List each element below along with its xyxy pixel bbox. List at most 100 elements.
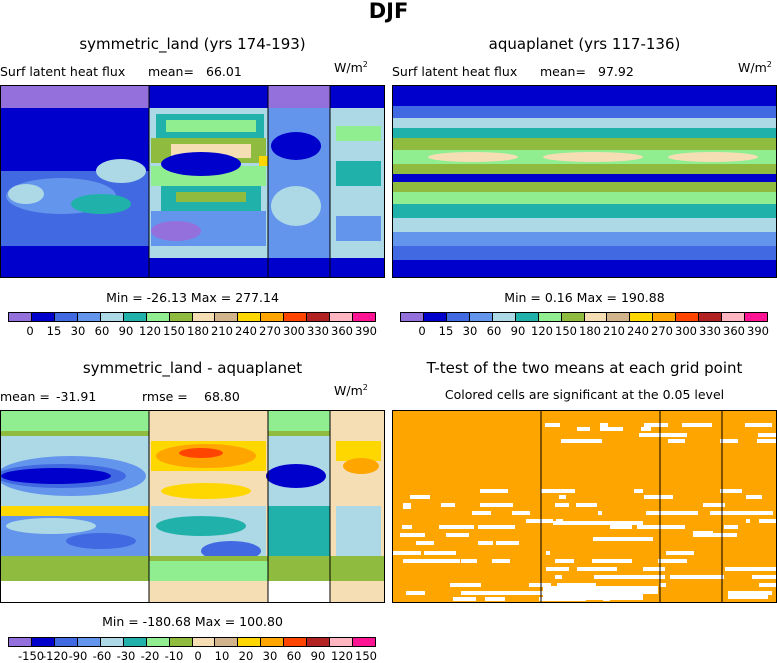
panel2-subtitle: Surf latent heat flux bbox=[392, 64, 518, 79]
panel2-colorbar-tick-label: 0 bbox=[418, 324, 426, 338]
panel1-stats: Min = -26.13 Max = 277.14 bbox=[106, 290, 279, 305]
panel1-colorbar-swatch bbox=[261, 313, 285, 321]
panel2-map bbox=[392, 85, 777, 278]
panel3-colorbar-swatch bbox=[54, 638, 78, 646]
panel3-colorbar-swatch bbox=[215, 638, 239, 646]
panel1-colorbar-swatch bbox=[77, 313, 101, 321]
panel3-colorbar-swatch bbox=[77, 638, 101, 646]
panel1-colorbar-swatch bbox=[9, 313, 32, 321]
nonsignificant-cell bbox=[745, 423, 772, 427]
panel3-colorbar-swatch bbox=[353, 638, 375, 646]
nonsignificant-cell bbox=[496, 541, 519, 545]
nonsignificant-cell bbox=[461, 559, 477, 563]
panel2-colorbar-swatch bbox=[401, 313, 424, 321]
panel1-colorbar-tick-label: 90 bbox=[118, 324, 134, 338]
panel1-colorbar-tick-label: 330 bbox=[307, 324, 329, 338]
panel1-colorbar-tick-label: 180 bbox=[187, 324, 209, 338]
panel2-colorbar-tick-label: 270 bbox=[651, 324, 673, 338]
nonsignificant-cell bbox=[403, 503, 411, 509]
panel2-colorbar-swatch bbox=[607, 313, 631, 321]
nonsignificant-cell bbox=[666, 551, 683, 555]
panel3-colorbar-tick-label: 120 bbox=[331, 649, 353, 663]
nonsignificant-cell bbox=[461, 591, 491, 595]
panel2-colorbar-swatch bbox=[492, 313, 516, 321]
nonsignificant-cell bbox=[669, 511, 698, 515]
panel1-colorbar-swatch bbox=[146, 313, 170, 321]
panel3-mean-label: mean = bbox=[0, 389, 50, 404]
nonsignificant-cell bbox=[485, 597, 505, 601]
panel3-colorbar-tick-label: -120 bbox=[42, 649, 69, 663]
panel1-colorbar-swatch bbox=[330, 313, 354, 321]
panel3-colorbar-tick-label: -30 bbox=[116, 649, 136, 663]
nonsignificant-cell bbox=[703, 503, 725, 507]
panel2-colorbar-tick-label: 150 bbox=[555, 324, 577, 338]
nonsignificant-cell bbox=[403, 559, 431, 563]
nonsignificant-cell bbox=[746, 495, 762, 499]
nonsignificant-cell bbox=[446, 533, 469, 537]
panel4-subtitle: Colored cells are significant at the 0.0… bbox=[444, 387, 725, 402]
main-title: DJF bbox=[368, 0, 409, 23]
nonsignificant-cell bbox=[543, 586, 658, 594]
panel1-colorbar-swatch bbox=[215, 313, 239, 321]
nonsignificant-cell bbox=[759, 583, 776, 587]
panel1-colorbar-tick-label: 270 bbox=[259, 324, 281, 338]
nonsignificant-cell bbox=[750, 567, 776, 571]
panel2-colorbar-swatch bbox=[538, 313, 562, 321]
panel1-units: W/m2 bbox=[334, 60, 368, 76]
nonsignificant-cell bbox=[646, 511, 679, 515]
panel2-colorbar-swatch bbox=[722, 313, 746, 321]
nonsignificant-cell bbox=[546, 567, 569, 571]
nonsignificant-cell bbox=[553, 521, 643, 525]
panel2-colorbar-tick-label: 15 bbox=[438, 324, 454, 338]
panel3-colorbar-swatch bbox=[100, 638, 124, 646]
panel1-colorbar-tick-label: 150 bbox=[163, 324, 185, 338]
nonsignificant-cell bbox=[592, 559, 632, 563]
panel1-colorbar-swatch bbox=[54, 313, 78, 321]
panel1-title: symmetric_land (yrs 174-193) bbox=[79, 35, 306, 53]
panel2-colorbar-swatch bbox=[584, 313, 608, 321]
panel2-mean-label: mean= bbox=[540, 64, 586, 79]
panel2-colorbar-tick-label: 330 bbox=[699, 324, 721, 338]
panel1-colorbar-tick-label: 360 bbox=[331, 324, 353, 338]
panel1-colorbar-tick-label: 390 bbox=[355, 324, 377, 338]
panel3-colorbar-swatch bbox=[238, 638, 262, 646]
panel3-colorbar-tick-label: 60 bbox=[286, 649, 302, 663]
panel2-colorbar-tick-label: 60 bbox=[486, 324, 502, 338]
panel4-title: T-test of the two means at each grid poi… bbox=[426, 359, 743, 377]
nonsignificant-cell bbox=[421, 559, 460, 563]
panel3-colorbar-swatch bbox=[123, 638, 147, 646]
panel1-colorbar-swatch bbox=[169, 313, 193, 321]
panel1-colorbar-tick-label: 60 bbox=[94, 324, 110, 338]
panel2-colorbar-tick-label: 120 bbox=[531, 324, 553, 338]
nonsignificant-cell bbox=[455, 583, 467, 587]
nonsignificant-cell bbox=[724, 525, 738, 529]
panel1-colorbar-labels: 0 15 30 60 90 120 150 180 210 240 270 300 330 360 390 bbox=[18, 324, 378, 338]
nonsignificant-cell bbox=[637, 525, 675, 529]
panel3-colorbar-swatch bbox=[192, 638, 216, 646]
nonsignificant-cell bbox=[555, 503, 569, 507]
panel1-colorbar-swatch bbox=[100, 313, 124, 321]
panel2-stats: Min = 0.16 Max = 190.88 bbox=[504, 290, 665, 305]
panel2-colorbar-swatch bbox=[653, 313, 677, 321]
nonsignificant-cell bbox=[455, 525, 460, 529]
nonsignificant-cell bbox=[479, 591, 512, 595]
nonsignificant-cell bbox=[433, 551, 456, 555]
nonsignificant-cell bbox=[593, 537, 653, 541]
panel3-rmse: 68.80 bbox=[204, 389, 240, 404]
nonsignificant-cell bbox=[710, 511, 752, 515]
panel3-colorbar-swatch bbox=[146, 638, 170, 646]
nonsignificant-cell bbox=[577, 567, 617, 571]
panel3-colorbar-swatch bbox=[330, 638, 354, 646]
panel1-mean: 66.01 bbox=[206, 64, 242, 79]
panel1-colorbar-swatch bbox=[353, 313, 375, 321]
nonsignificant-cell bbox=[644, 423, 668, 427]
panel3-map bbox=[0, 410, 385, 603]
panel1-colorbar bbox=[8, 312, 376, 322]
panel3-colorbar-swatch bbox=[9, 638, 32, 646]
nonsignificant-cell bbox=[700, 533, 737, 537]
panel3-rmse-label: rmse = bbox=[142, 389, 188, 404]
panel2-mean: 97.92 bbox=[598, 64, 634, 79]
nonsignificant-cell bbox=[472, 511, 491, 515]
nonsignificant-cell bbox=[645, 433, 687, 437]
nonsignificant-cell bbox=[416, 541, 434, 545]
